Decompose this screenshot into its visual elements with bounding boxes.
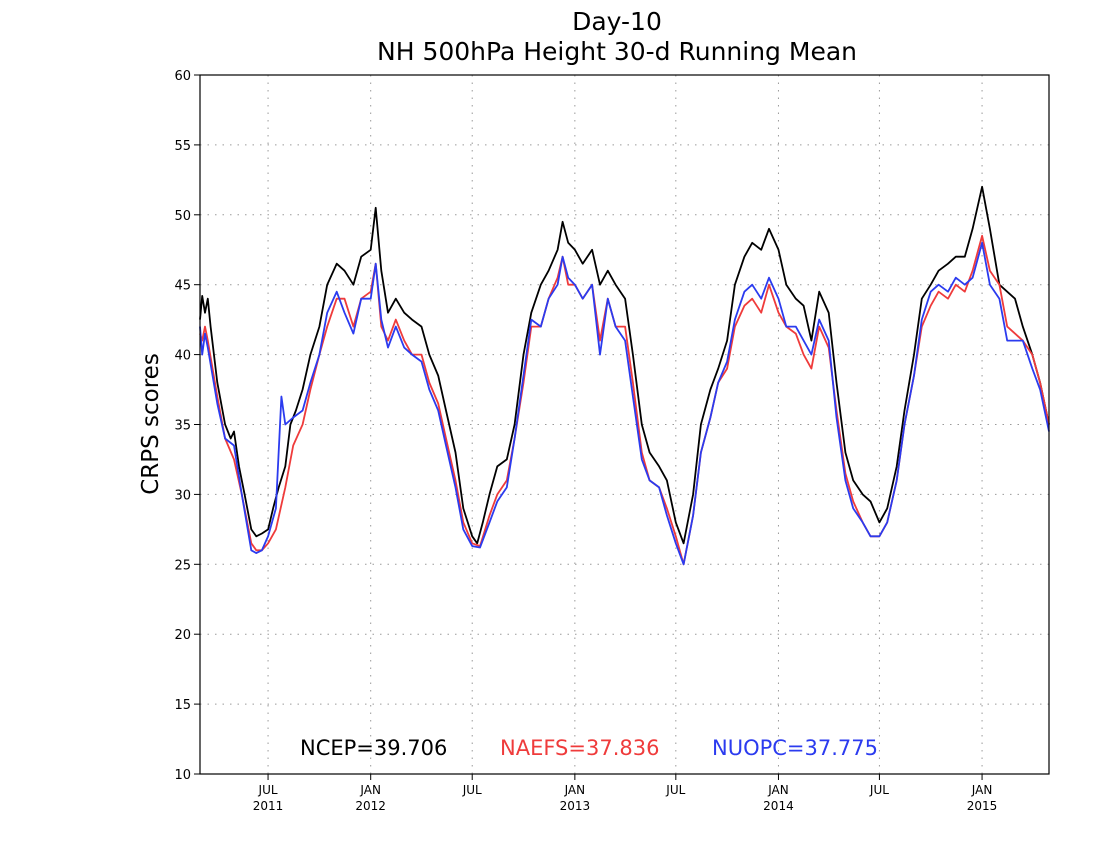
plot-frame — [199, 74, 1050, 775]
x-tick-month: JAN — [767, 783, 789, 797]
x-tick-month: JUL — [462, 783, 482, 797]
y-tick-label: 10 — [174, 768, 191, 783]
y-tick-label: 45 — [174, 279, 191, 294]
y-axis-ticks: 10 15 20 25 30 35 40 45 50 55 60 — [174, 69, 200, 783]
chart-subtitle: NH 500hPa Height 30-d Running Mean — [377, 37, 857, 66]
legend-nuopc: NUOPC=37.775 — [712, 736, 878, 760]
series-line-nuopc — [199, 241, 1050, 566]
series-line-ncep — [199, 185, 1050, 545]
y-tick-label: 15 — [174, 698, 191, 713]
x-tick-month: JUL — [258, 783, 278, 797]
x-tick-year: 2012 — [355, 799, 386, 813]
y-tick-label: 60 — [174, 69, 191, 84]
x-tick-year: 2015 — [967, 799, 998, 813]
x-tick-month: JAN — [359, 783, 381, 797]
legend-ncep: NCEP=39.706 — [300, 736, 447, 760]
x-tick-month: JAN — [971, 783, 993, 797]
legend: NCEP=39.706 NAEFS=37.836 NUOPC=37.775 — [300, 736, 878, 760]
x-tick-month: JAN — [564, 783, 586, 797]
y-tick-label: 55 — [174, 139, 191, 154]
y-axis-label: CRPS scores — [138, 353, 164, 495]
y-tick-label: 50 — [174, 209, 191, 224]
series-lines — [199, 185, 1050, 566]
y-tick-label: 35 — [174, 419, 191, 434]
y-tick-label: 30 — [174, 488, 191, 503]
y-tick-label: 25 — [174, 558, 191, 573]
y-tick-label: 40 — [174, 349, 191, 364]
x-tick-year: 2011 — [253, 799, 284, 813]
x-tick-year: 2014 — [763, 799, 794, 813]
x-tick-year: 2013 — [560, 799, 591, 813]
y-tick-label: 20 — [174, 628, 191, 643]
x-tick-month: JUL — [869, 783, 889, 797]
chart-title: Day-10 — [572, 7, 662, 36]
grid — [200, 75, 1049, 774]
x-axis-ticks: JUL 2011 JAN 2012 JUL JAN 2013 JUL JAN 2014 JUL JAN… — [253, 774, 998, 813]
legend-naefs: NAEFS=37.836 — [500, 736, 659, 760]
x-tick-month: JUL — [665, 783, 685, 797]
